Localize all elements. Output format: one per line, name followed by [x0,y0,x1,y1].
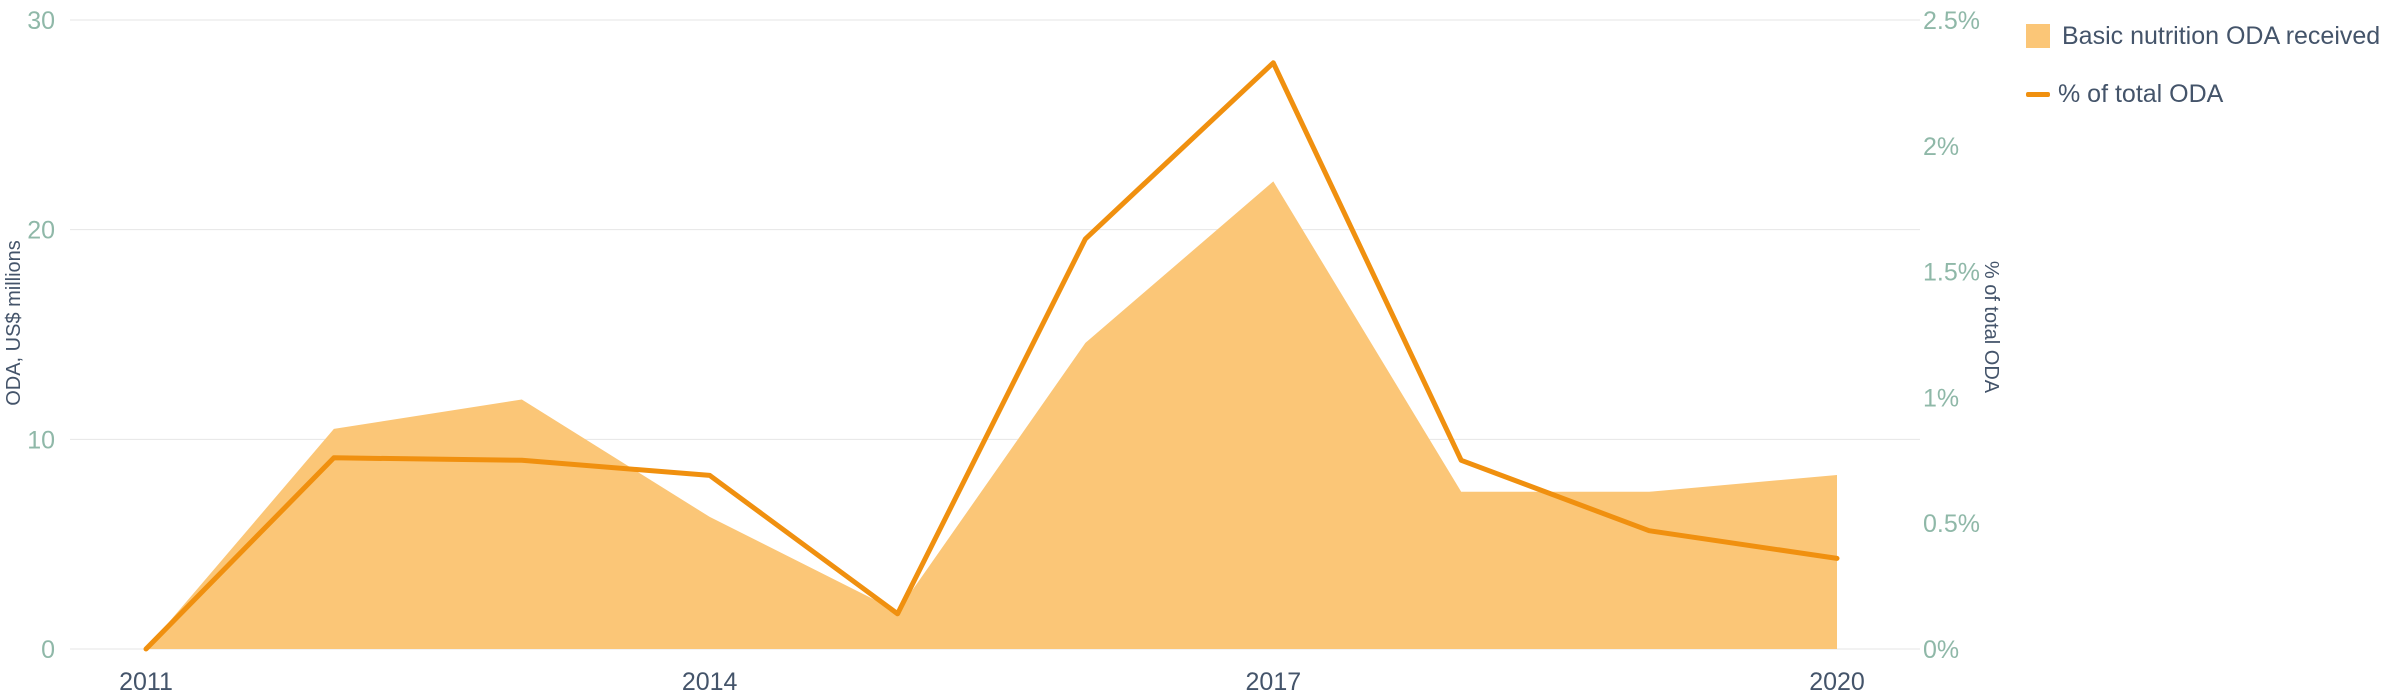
line-layer [143,60,1840,652]
legend-swatch-line [2026,91,2050,97]
legend-item-oda[interactable]: Basic nutrition ODA received [2026,18,2380,54]
x-tick-label: 2017 [1246,668,1302,696]
y2-tick-label: 0.5% [1923,510,1980,538]
y-axis-title: ODA, US$ millions [3,240,25,406]
left-axis-ticks: 0 10 20 30 [27,7,55,664]
x-tick-label: 2014 [682,668,738,696]
y2-tick-label: 2% [1923,133,1959,161]
legend-label-pct: % of total ODA [2058,79,2224,108]
y-tick-label: 30 [27,7,55,35]
legend-label-oda: Basic nutrition ODA received [2062,21,2381,50]
y2-tick-label: 1.5% [1923,259,1980,287]
y-tick-label: 0 [41,636,55,664]
y-tick-label: 10 [27,426,55,454]
right-axis-ticks: 0% 0.5% 1% 1.5% 2% 2.5% [1923,7,1980,664]
legend: Basic nutrition ODA received % of total … [2026,18,2380,134]
y2-tick-label: 2.5% [1923,7,1980,35]
legend-item-pct[interactable]: % of total ODA [2026,76,2380,112]
x-tick-label: 2011 [119,668,173,696]
x-axis-ticks: 2011 2014 2017 2020 [119,668,1865,696]
area-series-basic-nutrition-oda[interactable] [146,181,1837,649]
line-series-pct-total-oda[interactable] [143,60,1840,652]
y2-tick-label: 1% [1923,384,1959,412]
area-layer [146,181,1837,649]
legend-swatch-area [2026,24,2050,48]
y2-tick-label: 0% [1923,636,1959,664]
y-tick-label: 20 [27,217,55,245]
y2-axis-title: % of total ODA [1980,261,2002,394]
x-tick-label: 2020 [1809,668,1865,696]
